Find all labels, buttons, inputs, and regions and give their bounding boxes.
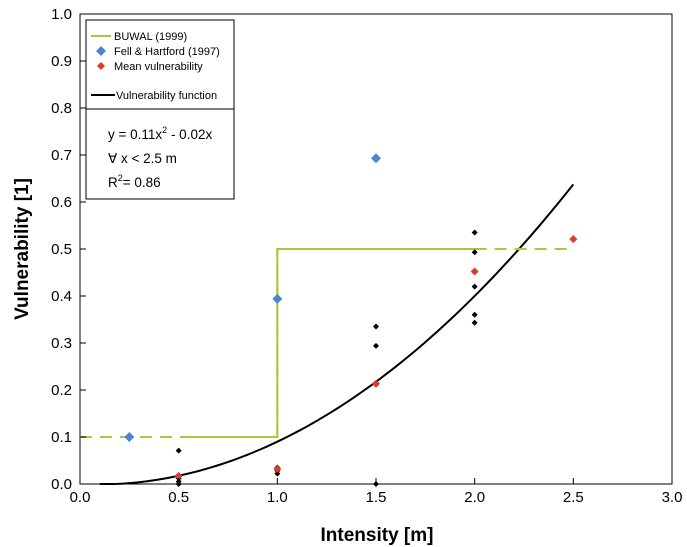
x-tick-label: 2.5 — [563, 489, 584, 506]
r-squared-text: R2= 0.86 — [108, 173, 161, 190]
observation-point — [175, 447, 182, 454]
curve-layer — [99, 183, 575, 485]
legend-swatch-mean — [97, 62, 105, 70]
x-axis-ticks: 0.0 0.5 1.0 1.5 2.0 2.5 3.0 — [70, 478, 683, 506]
y-tick-label: 0.4 — [51, 288, 72, 305]
legend-label-function: Vulnerability function — [116, 90, 217, 102]
observation-point — [471, 283, 478, 290]
legend-label-fell: Fell & Hartford (1997) — [114, 46, 220, 58]
y-tick-label: 0.9 — [51, 53, 72, 70]
y-tick-label: 0.5 — [51, 241, 72, 258]
domain-text: ∀ x < 2.5 m — [108, 151, 177, 166]
legend-swatch-fell — [96, 46, 106, 56]
mean-vulnerability-point — [569, 235, 578, 244]
y-tick-label: 0.3 — [51, 335, 72, 352]
x-tick-label: 1.5 — [366, 489, 387, 506]
y-tick-label: 0.8 — [51, 100, 72, 117]
x-tick-label: 1.0 — [267, 489, 288, 506]
mean-vulnerability-point — [174, 472, 183, 481]
buwal-solid-segment — [188, 248, 475, 438]
y-tick-label: 0.2 — [51, 382, 72, 399]
mean-vulnerability-point — [273, 464, 282, 473]
observation-point — [373, 323, 379, 330]
vulnerability-function-curve — [99, 183, 575, 485]
x-tick-label: 0.0 — [70, 489, 91, 506]
observation-point — [471, 249, 478, 256]
x-tick-label: 2.0 — [464, 489, 485, 506]
mean-vulnerability-point — [470, 267, 479, 276]
fell-hartford-point — [272, 293, 283, 304]
mean-vulnerability-point — [372, 379, 380, 388]
observation-point — [471, 319, 478, 326]
y-tick-label: 0.1 — [51, 429, 72, 446]
legend-label-buwal: BUWAL (1999) — [114, 31, 187, 43]
legend-label-mean: Mean vulnerability — [114, 61, 203, 73]
observation-point — [471, 311, 478, 318]
y-tick-label: 0.0 — [51, 476, 72, 493]
equation-text: y = 0.11x2 - 0.02x — [108, 125, 212, 142]
equation-box: y = 0.11x2 - 0.02x ∀ x < 2.5 m R2= 0.86 — [85, 108, 235, 200]
y-tick-label: 1.0 — [51, 6, 72, 23]
x-tick-label: 3.0 — [662, 489, 683, 506]
y-axis-ticks: 0.0 0.1 0.2 0.3 0.4 0.5 0.6 0.7 0.8 0.9 1.0 — [51, 6, 86, 493]
y-axis-title: Vulnerability [1] — [12, 178, 33, 320]
y-tick-label: 0.6 — [51, 194, 72, 211]
buwal-step-line — [80, 248, 574, 438]
x-tick-label: 0.5 — [168, 489, 189, 506]
x-axis-title: Intensity [m] — [321, 525, 434, 546]
legend: BUWAL (1999) Fell & Hartford (1997) Mean… — [85, 19, 235, 110]
fell-hartford-point — [371, 153, 381, 164]
fell-hartford-point — [124, 432, 135, 442]
observation-point — [471, 229, 478, 236]
observation-point — [274, 470, 281, 477]
y-tick-label: 0.7 — [51, 147, 72, 164]
observation-point — [373, 342, 379, 349]
data-points — [124, 153, 578, 487]
